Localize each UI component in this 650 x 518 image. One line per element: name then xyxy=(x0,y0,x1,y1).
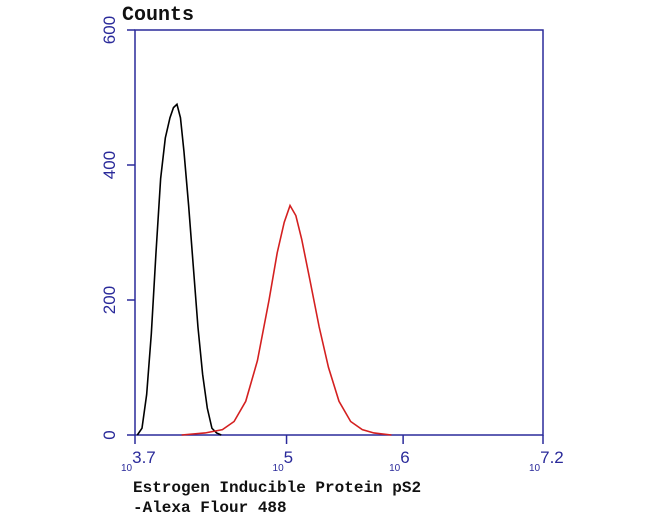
x-tick-base: 10 xyxy=(529,463,541,474)
x-tick-label: 103.7 xyxy=(121,448,156,474)
x-tick-exponent: 3.7 xyxy=(132,448,156,467)
x-tick-exponent: 6 xyxy=(400,448,409,467)
y-tick-label: 600 xyxy=(100,16,119,44)
histogram-line xyxy=(136,102,222,436)
x-axis-label: -Alexa Flour 488 xyxy=(133,499,287,517)
x-axis-label: Estrogen Inducible Protein pS2 xyxy=(133,479,421,497)
histogram-line xyxy=(181,203,392,436)
x-tick-base: 10 xyxy=(273,463,285,474)
x-tick-label: 107.2 xyxy=(529,448,564,474)
plot-frame xyxy=(134,29,544,436)
x-tick-exponent: 7.2 xyxy=(540,448,564,467)
y-tick-label: 400 xyxy=(100,151,119,179)
x-tick-exponent: 5 xyxy=(284,448,293,467)
y-tick-label: 0 xyxy=(100,430,119,439)
chart-title: Counts xyxy=(122,4,194,27)
x-tick-base: 10 xyxy=(389,463,401,474)
x-tick-base: 10 xyxy=(121,463,133,474)
y-tick-label: 200 xyxy=(100,286,119,314)
x-tick-label: 105 xyxy=(273,448,294,474)
x-tick-label: 106 xyxy=(389,448,410,474)
